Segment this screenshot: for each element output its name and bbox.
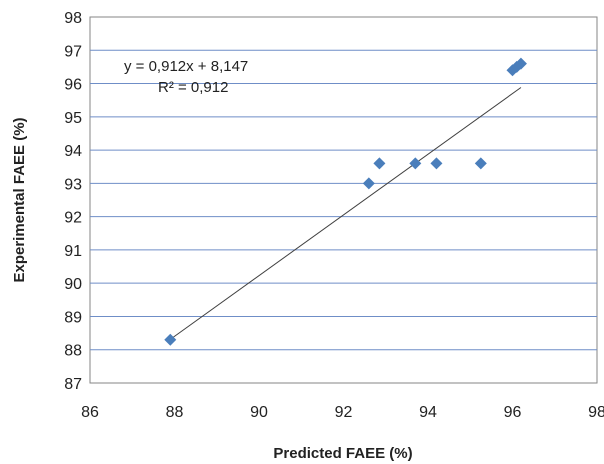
y-tick-label: 90 <box>64 276 82 293</box>
y-tick-label: 89 <box>64 309 82 326</box>
x-tick-label: 96 <box>504 404 522 421</box>
y-tick-label: 88 <box>64 343 82 360</box>
r-squared-label: R² = 0,912 <box>158 79 228 96</box>
data-point <box>514 57 527 70</box>
data-point <box>373 157 386 170</box>
y-tick-labels: 87 88 89 90 91 92 93 94 95 96 97 98 <box>64 10 82 393</box>
x-tick-label: 98 <box>588 404 604 421</box>
y-tick-label: 97 <box>64 43 82 60</box>
gridlines <box>90 49 597 351</box>
data-point <box>409 157 422 170</box>
x-tick-label: 90 <box>250 404 268 421</box>
x-tick-labels: 86 88 90 92 94 96 98 <box>81 404 604 421</box>
y-tick-label: 91 <box>64 243 82 260</box>
y-tick-label: 98 <box>64 10 82 27</box>
plot-area <box>89 16 598 384</box>
data-point <box>474 157 487 170</box>
x-axis-title: Predicted FAEE (%) <box>273 445 412 462</box>
y-tick-label: 96 <box>64 77 82 94</box>
y-tick-label: 93 <box>64 176 82 193</box>
data-point <box>430 157 443 170</box>
y-tick-label: 94 <box>64 143 82 160</box>
trendline <box>169 87 522 340</box>
data-points <box>164 57 527 346</box>
y-tick-label: 87 <box>64 376 82 393</box>
x-tick-label: 86 <box>81 404 99 421</box>
x-tick-label: 92 <box>335 404 353 421</box>
y-tick-label: 95 <box>64 110 82 127</box>
data-point <box>362 177 375 190</box>
data-point <box>164 333 177 346</box>
x-tick-label: 88 <box>166 404 184 421</box>
y-tick-label: 92 <box>64 210 82 227</box>
trendline-equation: y = 0,912x + 8,147 <box>124 58 248 75</box>
y-axis-title: Experimental FAEE (%) <box>11 117 28 282</box>
x-tick-label: 94 <box>419 404 437 421</box>
